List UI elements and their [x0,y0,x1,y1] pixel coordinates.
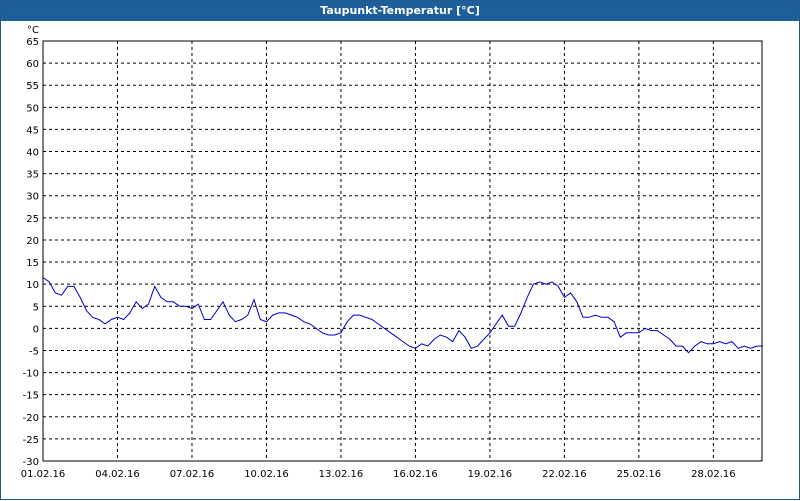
x-tick-label: 28.02.16 [691,469,736,480]
y-tick-label: 40 [26,148,39,159]
y-tick-label: 50 [26,103,39,114]
x-tick-label: 25.02.16 [617,469,662,480]
x-tick-label: 01.02.16 [21,469,66,480]
y-tick-label: 30 [26,192,39,203]
y-tick-label: 65 [26,37,39,48]
y-tick-label: 20 [26,236,39,247]
x-tick-label: 16.02.16 [393,469,438,480]
y-tick-label: 45 [26,125,39,136]
y-tick-label: -25 [23,435,39,446]
series-line-0 [42,277,763,354]
x-tick-label: 10.02.16 [244,469,289,480]
y-tick-label: -20 [23,413,39,424]
y-tick-label: -5 [29,346,39,357]
y-tick-label: 10 [26,280,39,291]
dew-point-chart: 65605550454035302520151050-5-10-15-20-25… [21,25,763,480]
y-tick-label: -30 [23,457,39,468]
y-axis-unit-label: °C [27,25,39,36]
y-tick-label: 0 [33,324,39,335]
y-tick-label: 5 [33,302,39,313]
y-tick-label: -10 [23,369,39,380]
window-title: Taupunkt-Temperatur [°C] [1,1,799,21]
x-tick-label: 19.02.16 [468,469,513,480]
x-tick-label: 04.02.16 [95,469,140,480]
y-tick-label: 55 [26,81,39,92]
y-tick-label: 25 [26,214,39,225]
x-tick-label: 07.02.16 [170,469,215,480]
x-tick-label: 22.02.16 [542,469,587,480]
y-tick-label: -15 [23,391,39,402]
plot-frame [42,40,763,462]
y-tick-label: 35 [26,170,39,181]
y-tick-label: 60 [26,59,39,70]
y-tick-label: 15 [26,258,39,269]
x-tick-label: 13.02.16 [319,469,364,480]
